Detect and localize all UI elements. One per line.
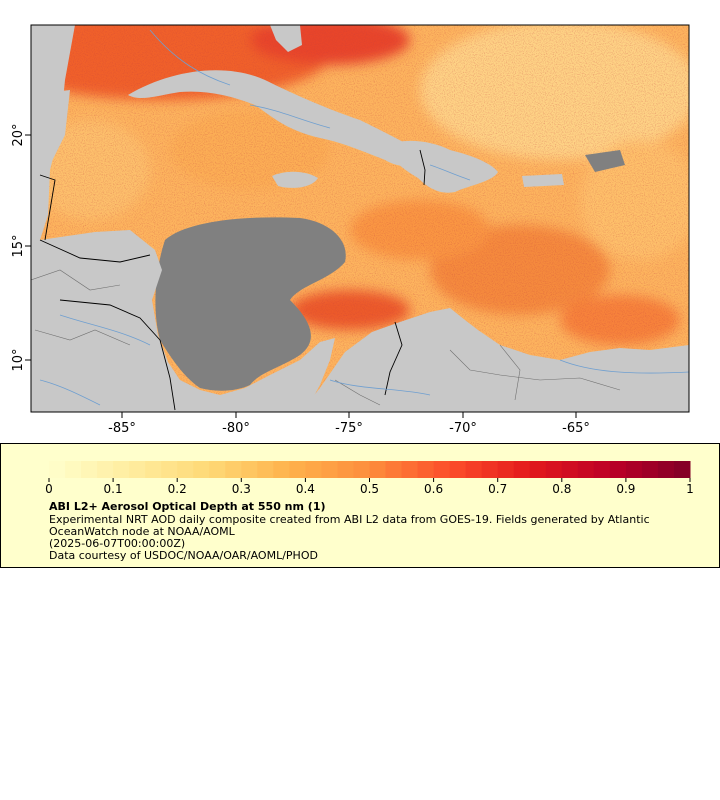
colorbar-cell — [289, 461, 306, 478]
lat-label: 15° — [11, 234, 26, 257]
colorbar-cell — [465, 461, 483, 478]
colorbar-tick-label: 0.8 — [552, 482, 571, 496]
colorbar-cell — [657, 461, 675, 478]
colorbar-tick-label: 0.9 — [616, 482, 635, 496]
colorbar-cell — [81, 461, 98, 478]
colorbar-cell — [161, 461, 178, 478]
colorbar-cell — [129, 461, 146, 478]
colorbar-cell — [177, 461, 194, 478]
colorbar-cell — [673, 461, 691, 478]
colorbar-cell — [577, 461, 595, 478]
colorbar-cells — [49, 461, 691, 478]
colorbar-ticks: 0 0.1 0.2 0.3 0.4 0.5 0.6 0.7 0.8 0.9 1 — [45, 478, 694, 496]
colorbar-tick-label: 0.1 — [104, 482, 123, 496]
lon-label: -70° — [449, 421, 477, 436]
legend-description: Experimental NRT AOD daily composite cre… — [49, 513, 650, 538]
colorbar-cell — [241, 461, 258, 478]
lon-label: -75° — [335, 421, 363, 436]
legend-title: ABI L2+ Aerosol Optical Depth at 550 nm … — [49, 500, 326, 513]
land-jamaica — [272, 171, 318, 188]
admin-borders — [31, 269, 621, 406]
lon-label: -80° — [222, 421, 250, 436]
legend-panel: 0 0.1 0.2 0.3 0.4 0.5 0.6 0.7 0.8 0.9 1 ABI L2+ Ae… — [0, 443, 720, 568]
colorbar-cell — [113, 461, 130, 478]
lon-axis — [121, 412, 577, 418]
land-south-america — [300, 308, 689, 412]
colorbar-cell — [337, 461, 354, 478]
colorbar-cell — [561, 461, 579, 478]
colorbar-cell — [97, 461, 114, 478]
colorbar-cell — [449, 461, 467, 478]
colorbar-cell — [529, 461, 547, 478]
colorbar-cell — [353, 461, 370, 478]
colorbar-cell — [273, 461, 290, 478]
lat-label: 20° — [11, 123, 26, 146]
colorbar-tick-label: 0.6 — [424, 482, 443, 496]
colorbar-cell — [145, 461, 162, 478]
map-area: -85° -80° -75° -70° -65° 20° 15° 10° — [0, 0, 720, 440]
country-borders — [39, 149, 426, 411]
land-puerto-rico — [522, 174, 564, 187]
colorbar-cell — [401, 461, 419, 478]
map-frame — [30, 24, 690, 413]
lat-axis — [25, 134, 31, 361]
lon-label: -65° — [562, 421, 590, 436]
colorbar-tick-label: 0 — [45, 482, 53, 496]
colorbar-cell — [321, 461, 338, 478]
legend-credit: Data courtesy of USDOC/NOAA/OAR/AOML/PHO… — [49, 549, 318, 562]
land-florida — [270, 25, 302, 52]
colorbar-cell — [433, 461, 451, 478]
rivers — [39, 29, 689, 406]
colorbar-cell — [641, 461, 659, 478]
colorbar-cell — [545, 461, 563, 478]
colorbar-cell — [385, 461, 403, 478]
land-central-america — [31, 25, 335, 412]
colorbar-cell — [49, 461, 66, 478]
colorbar-tick-label: 0.7 — [488, 482, 507, 496]
lat-label: 10° — [11, 348, 26, 371]
colorbar-cell — [625, 461, 643, 478]
aod-map[interactable]: -85° -80° -75° -70° -65° 20° 15° 10° — [0, 0, 720, 440]
colorbar-cell — [225, 461, 242, 478]
colorbar-cell — [305, 461, 322, 478]
colorbar-cell — [609, 461, 627, 478]
colorbar: 0 0.1 0.2 0.3 0.4 0.5 0.6 0.7 0.8 0.9 1 — [45, 461, 694, 496]
legend-time: (2025-06-07T00:00:00Z) — [49, 537, 186, 550]
colorbar-cell — [417, 461, 435, 478]
colorbar-cell — [193, 461, 210, 478]
colorbar-tick-label: 0.3 — [232, 482, 251, 496]
colorbar-cell — [369, 461, 387, 478]
colorbar-tick-label: 0.2 — [168, 482, 187, 496]
lon-label: -85° — [108, 421, 136, 436]
colorbar-cell — [481, 461, 499, 478]
colorbar-cell — [513, 461, 531, 478]
colorbar-cell — [209, 461, 226, 478]
no-data-region — [155, 217, 346, 391]
colorbar-cell — [257, 461, 274, 478]
colorbar-cell — [593, 461, 611, 478]
colorbar-tick-label: 0.4 — [296, 482, 315, 496]
colorbar-tick-label: 0.5 — [360, 482, 379, 496]
colorbar-cell — [497, 461, 515, 478]
land-cuba — [128, 70, 423, 167]
colorbar-tick-label: 1 — [686, 482, 694, 496]
colorbar-cell — [65, 461, 82, 478]
